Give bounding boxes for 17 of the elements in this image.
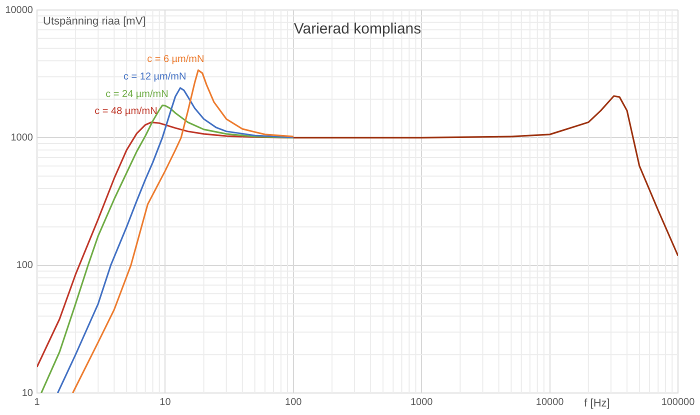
x-tick-label: 1000 — [410, 396, 434, 408]
y-tick-label: 1000 — [10, 132, 34, 144]
x-tick-label: 10000 — [536, 396, 564, 408]
x-tick-label: 100 — [285, 396, 302, 408]
x-tick-label: 1 — [34, 396, 40, 408]
y-tick-label: 10 — [22, 388, 34, 399]
text: Varierad komplians — [294, 20, 422, 38]
series-label: c = 48 µm/mN — [94, 106, 158, 118]
series-label: c = 12 µm/mN — [124, 72, 186, 83]
series-label: c = 24 µm/mN — [106, 89, 168, 100]
x-axis-title: f [Hz] — [584, 398, 610, 410]
y-tick-label: 100 — [16, 260, 34, 272]
x-tick-label: 10 — [160, 396, 172, 408]
y-tick-label: 10000 — [5, 4, 34, 16]
y-axis-title: Utspänning riaa [mV] — [43, 16, 146, 28]
series-label: c = 6 µm/mN — [147, 54, 204, 65]
x-tick-label: 100000 — [661, 396, 696, 408]
